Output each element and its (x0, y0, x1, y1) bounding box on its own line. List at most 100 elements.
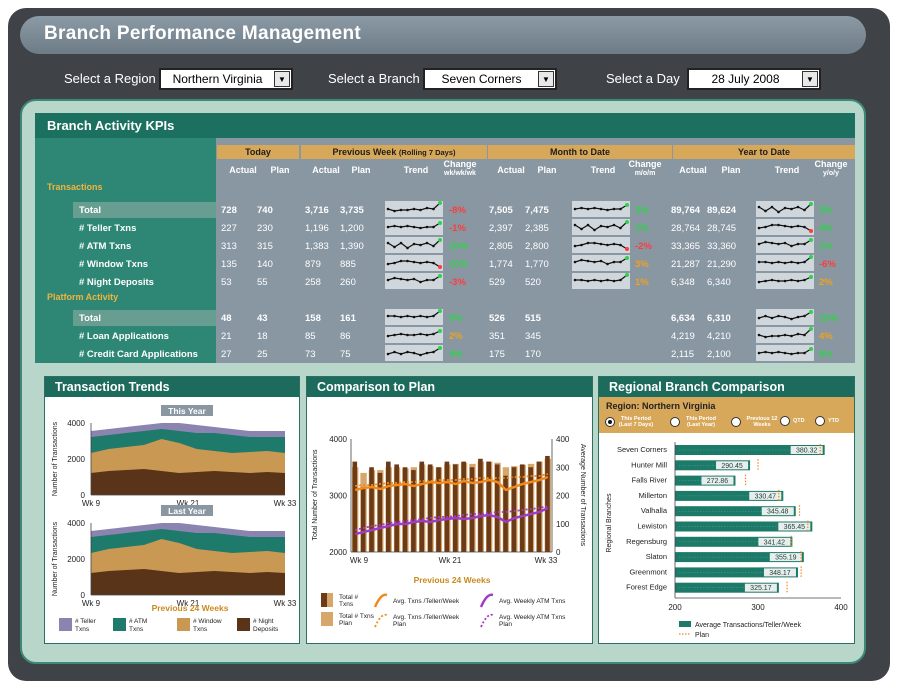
kpi-value: 25 (257, 349, 268, 360)
chevron-down-icon[interactable]: ▼ (538, 71, 554, 87)
y-tick-left: 4000 (329, 435, 347, 444)
x-axis-label: Previous 24 Weeks (152, 603, 229, 613)
legend-swatch (237, 618, 250, 631)
trend-sparkline (385, 345, 443, 361)
section-platform: Platform Activity (47, 292, 119, 302)
bar-value: 380.32 (796, 448, 818, 455)
legend-label: Txns (129, 626, 144, 633)
kpi-value: 227 (221, 223, 237, 234)
radio-icon[interactable] (780, 416, 790, 426)
row-label: # Credit Card Applications (79, 349, 198, 360)
kpi-value: 313 (221, 241, 237, 252)
transaction-trends-title: Transaction Trends (45, 377, 299, 397)
trend-sparkline (756, 309, 814, 325)
trend-sparkline (385, 237, 443, 253)
change-value: 3% (635, 259, 649, 270)
period-radio[interactable]: This Period (Last Year) (670, 416, 719, 428)
change-value: -2% (635, 241, 652, 252)
period-radio[interactable]: QTD (780, 416, 805, 426)
trend-sparkline (385, 219, 443, 235)
row-label: Total (79, 313, 101, 324)
kpi-value: 48 (221, 313, 232, 324)
region-select[interactable]: Northern Virginia ▼ (159, 68, 293, 90)
region-name: Region: Northern Virginia (606, 401, 716, 411)
kpi-value: 161 (340, 313, 356, 324)
chevron-down-icon[interactable]: ▼ (802, 71, 818, 87)
y-axis-right-label: Average Number of Transactions (579, 444, 586, 547)
trend-sparkline (756, 219, 814, 235)
kpi-value: 740 (257, 205, 273, 216)
kpi-value: 2,385 (525, 223, 549, 234)
legend-label: Average Transactions/Teller/Week (695, 622, 801, 629)
kpi-value: 1,196 (305, 223, 329, 234)
branch-bar (675, 490, 784, 501)
legend-swatch (177, 618, 190, 631)
comparison-chart: 2000 3000 4000 0 100 200 300 400 Wk 9 Wk 21 Wk 33 T… (312, 435, 586, 628)
regional-panel: Regional Branch Comparison Region: North… (598, 376, 855, 644)
kpi-value: 140 (257, 259, 273, 270)
branch-select[interactable]: Seven Corners ▼ (423, 68, 557, 90)
bar-value: 272.86 (707, 478, 729, 485)
period-radio[interactable]: Previous 12 Weeks (731, 416, 780, 428)
y-tick-right: 300 (556, 463, 570, 472)
radio-icon[interactable] (670, 417, 680, 427)
radio-icon[interactable] (731, 417, 741, 427)
actual-bar (520, 464, 525, 552)
legend-label: Avg. Txns /Teller/Week (393, 598, 460, 605)
x-tick: Wk 33 (274, 599, 297, 608)
change-subheader: wk/wk/wk (444, 170, 476, 177)
period-radio[interactable]: This Period (Last 7 Days) (605, 416, 654, 428)
y-tick: 2000 (67, 555, 85, 564)
branch-label: Seven Corners (617, 445, 667, 454)
group-week: Previous Week (Rolling 7 Days) (301, 145, 487, 159)
change-value: 2% (449, 331, 463, 342)
actual-bar (478, 458, 483, 552)
legend-label: Avg. Weekly ATM Txns (499, 614, 566, 621)
bar-value: 290.45 (721, 463, 743, 470)
y-tick: 4000 (67, 419, 85, 428)
change-value: 3% (635, 205, 649, 216)
chevron-down-icon[interactable]: ▼ (274, 71, 290, 87)
radio-icon[interactable] (605, 417, 615, 427)
kpi-value: 53 (221, 277, 232, 288)
radio-icon[interactable] (815, 416, 825, 426)
day-select[interactable]: 28 July 2008 ▼ (687, 68, 821, 90)
branch-label: Forest Edge (626, 583, 667, 592)
group-today: Today (217, 145, 299, 159)
kpi-value: 86 (340, 331, 351, 342)
actual-bar (419, 461, 425, 552)
trend-sparkline (385, 327, 443, 343)
change-subheader: y/o/y (823, 170, 839, 177)
row-label: # ATM Txns (79, 241, 132, 252)
change-value: 10% (449, 241, 469, 252)
kpi-value: 515 (525, 313, 541, 324)
y-tick-left: 2000 (329, 548, 347, 557)
kpi-value: 21,290 (707, 259, 737, 270)
actual-bar (494, 464, 500, 552)
kpi-value: 3,716 (305, 205, 329, 216)
change-value: -6% (819, 259, 836, 270)
kpi-value: 260 (340, 277, 356, 288)
kpi-value: 33,365 (671, 241, 701, 252)
change-value: -3% (449, 277, 466, 288)
actual-bar (360, 487, 366, 552)
actual-bar (536, 461, 542, 552)
legend-label: # Teller (75, 618, 97, 625)
change-value: 1% (635, 277, 649, 288)
trend-sparkline (756, 345, 814, 361)
column-header: Trend (774, 165, 800, 175)
change-value: 1% (819, 241, 833, 252)
legend-label: Total # (339, 594, 359, 601)
period-radio[interactable]: YTD (815, 416, 839, 426)
kpi-value: 85 (305, 331, 316, 342)
kpi-value: 33,360 (707, 241, 737, 252)
kpi-value: 7,505 (489, 205, 513, 216)
legend-label: Avg. Weekly ATM Txns (499, 598, 566, 605)
column-header: Plan (537, 165, 557, 175)
kpi-value: 6,310 (707, 313, 731, 324)
actual-bar (369, 467, 374, 552)
legend-label: Plan (695, 632, 709, 639)
trend-sparkline (385, 201, 443, 217)
kpi-title: Branch Activity KPIs (35, 113, 855, 138)
actual-bar (503, 475, 508, 552)
